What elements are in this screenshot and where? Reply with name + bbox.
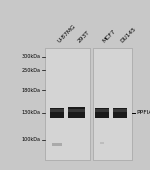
Text: 300kDa: 300kDa [21, 54, 40, 59]
Text: 100kDa: 100kDa [21, 137, 40, 142]
Text: 250kDa: 250kDa [21, 67, 40, 73]
Bar [45, 48, 90, 160]
Text: DU145: DU145 [120, 27, 138, 44]
Bar [95, 109, 109, 112]
Text: MCF7: MCF7 [102, 29, 117, 44]
Bar [113, 109, 127, 112]
Bar [50, 109, 64, 112]
Text: 180kDa: 180kDa [21, 88, 40, 93]
Bar [95, 108, 109, 118]
Text: 130kDa: 130kDa [21, 110, 40, 115]
Bar [52, 143, 62, 146]
Bar [93, 48, 132, 160]
Bar [100, 142, 104, 144]
Text: PPFIA1: PPFIA1 [136, 110, 150, 115]
Bar [68, 109, 85, 112]
Text: U-87MG: U-87MG [57, 24, 77, 44]
Text: 293T: 293T [76, 30, 90, 44]
Bar [50, 108, 64, 118]
Bar [68, 107, 85, 118]
Bar [113, 108, 127, 118]
